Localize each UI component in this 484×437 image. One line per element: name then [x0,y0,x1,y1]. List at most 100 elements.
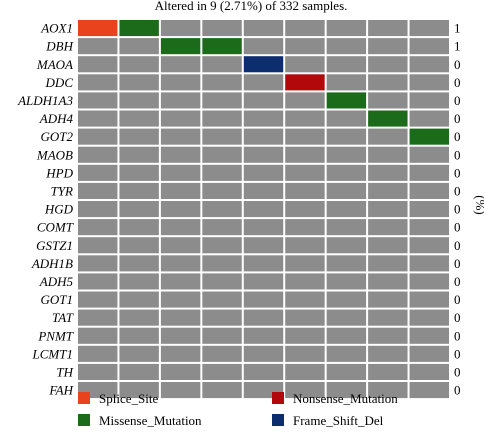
heatmap-cell [78,291,118,308]
percentage-label: 0 [454,202,461,217]
heatmap-cell [119,382,159,399]
heatmap-cell [285,182,325,199]
heatmap-cell [78,345,118,362]
heatmap-cell [119,146,159,163]
heatmap-cell [160,382,201,399]
percentage-label: 0 [454,93,461,108]
percentage-label: 0 [454,57,461,72]
heatmap-cell [285,146,325,163]
heatmap-cell [119,291,159,308]
heatmap-cell [160,309,201,326]
heatmap-cell [119,182,159,199]
heatmap-cell [202,255,242,272]
heatmap-cell [160,273,201,290]
heatmap-cell [326,201,367,218]
heatmap-cell [409,38,449,55]
heatmap-cell [368,327,408,344]
heatmap-cell [409,146,449,163]
heatmap-cell [409,363,449,380]
heatmap-cell [160,182,201,199]
heatmap-cell [78,182,118,199]
heatmap-cell [326,56,367,73]
heatmap-cell [202,92,242,109]
heatmap-cell [119,38,159,55]
heatmap-cell [409,237,449,254]
heatmap-cell [160,363,201,380]
heatmap-cell [78,146,118,163]
heatmap-cell [160,128,201,145]
gene-label: DBH [45,39,73,54]
gene-label: PNMT [37,328,73,343]
chart-title: Altered in 9 (2.71%) of 332 samples. [155,0,348,13]
heatmap-cell [160,255,201,272]
heatmap-cell [285,201,325,218]
mutation-cell [285,74,325,91]
heatmap-cell [78,273,118,290]
legend-label: Frame_Shift_Del [293,413,384,428]
heatmap-cell [285,237,325,254]
heatmap-cell [285,20,325,37]
heatmap-cell [243,327,284,344]
percentage-label: 0 [454,129,461,144]
heatmap-cell [119,363,159,380]
heatmap-cell [285,56,325,73]
heatmap-cell [326,38,367,55]
heatmap-cell [78,327,118,344]
percentage-label: 1 [454,21,461,36]
heatmap-cell [202,164,242,181]
heatmap-cell [202,110,242,127]
percentage-label: 0 [454,274,461,289]
heatmap-cell [285,345,325,362]
heatmap-cell [160,20,201,37]
heatmap-cell [78,74,118,91]
gene-label: FAH [48,383,73,398]
heatmap-cell [326,164,367,181]
gene-label: GOT1 [40,292,73,307]
heatmap-cell [243,146,284,163]
heatmap-cell [202,309,242,326]
heatmap-cell [78,201,118,218]
heatmap-cell [285,110,325,127]
heatmap-cell [78,255,118,272]
mutation-cell [78,20,118,37]
heatmap-cell [78,164,118,181]
heatmap-cell [78,128,118,145]
heatmap-cell [409,92,449,109]
percentage-label: 0 [454,220,461,235]
gene-label: DDC [45,75,74,90]
heatmap-cell [202,291,242,308]
heatmap-cell [243,20,284,37]
gene-label: AOX1 [40,21,73,36]
gene-label: HPD [45,165,73,180]
mutation-cell [243,56,284,73]
heatmap-cell [368,38,408,55]
percentage-label: 0 [454,364,461,379]
percentage-labels: 1 1 0 0 0 0 0 0 0 0 0 0 0 0 0 0 0 0 0 0 0 [454,21,461,398]
heatmap-cell [368,345,408,362]
mutation-cell [326,92,367,109]
heatmap-cell [160,345,201,362]
heatmap-cell [285,92,325,109]
heatmap-cell [409,345,449,362]
heatmap-cell [202,273,242,290]
heatmap-cell [285,273,325,290]
heatmap-cell [78,309,118,326]
heatmap-cell [409,182,449,199]
gene-label: TYR [51,183,73,198]
heatmap-cell [243,74,284,91]
percentage-label: 0 [454,383,461,398]
heatmap-cell [368,363,408,380]
gene-label: GOT2 [40,129,73,144]
heatmap-cell [326,382,367,399]
heatmap-cell [409,219,449,236]
heatmap-cell [119,164,159,181]
heatmap-cell [285,128,325,145]
legend-swatch [78,414,90,426]
gene-label: GSTZ1 [36,238,73,253]
gene-label: HGD [44,202,74,217]
heatmap-cell [243,309,284,326]
heatmap-cell [78,219,118,236]
heatmap-cell [160,291,201,308]
heatmap-cell [243,237,284,254]
